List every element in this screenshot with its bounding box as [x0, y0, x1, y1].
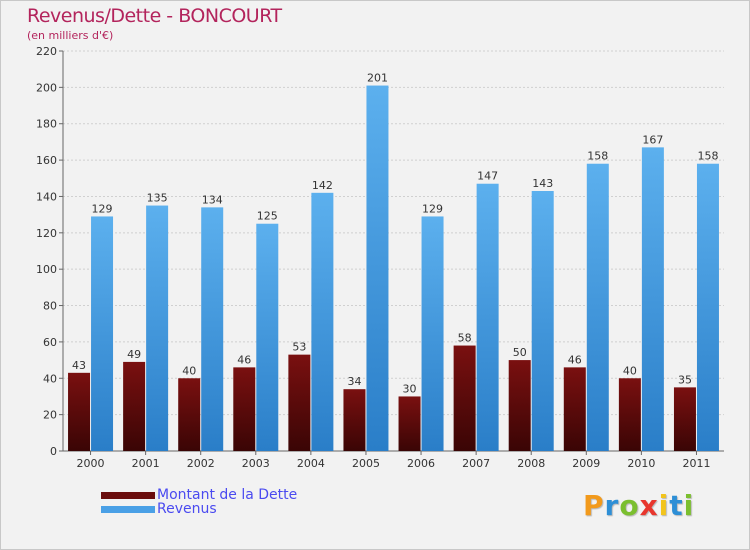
legend-swatch-revenus	[101, 505, 155, 513]
bar-dette	[233, 367, 256, 451]
data-label: 53	[292, 341, 306, 354]
y-tick-labels: 0 20 40 60 80 100 120 140 160 180 200 220	[36, 45, 57, 458]
data-label: 35	[678, 373, 692, 386]
data-label: 158	[697, 150, 718, 163]
logo-letter: r	[604, 489, 620, 522]
bar-revenus	[91, 216, 114, 451]
x-tick-label: 2008	[517, 457, 545, 470]
data-label: 129	[92, 202, 113, 215]
data-label: 129	[422, 202, 443, 215]
data-label: 50	[513, 346, 527, 359]
bar-revenus	[586, 163, 609, 451]
legend-label-dette: Montant de la Dette	[157, 487, 298, 503]
data-label: 34	[347, 375, 361, 388]
data-label: 143	[532, 177, 553, 190]
logo-letter: x	[639, 489, 659, 522]
bar-revenus	[201, 207, 224, 451]
bar-revenus	[531, 191, 554, 451]
logo-letter: P	[583, 489, 605, 522]
logo-letter: o	[619, 489, 640, 522]
x-tick-label: 2000	[77, 457, 105, 470]
data-label: 49	[127, 348, 141, 361]
x-tick-label: 2004	[297, 457, 325, 470]
data-label: 40	[182, 364, 196, 377]
bar-dette	[398, 396, 421, 451]
x-tick-label: 2003	[242, 457, 270, 470]
bar-dette	[68, 372, 91, 451]
y-tick-label: 160	[36, 154, 57, 167]
proxiti-logo: Proxiti	[583, 489, 694, 522]
bar-dette	[178, 378, 201, 451]
bar-revenus	[366, 85, 389, 451]
bar-revenus	[146, 205, 169, 451]
bar-revenus	[476, 183, 499, 451]
y-tick-label: 100	[36, 263, 57, 276]
data-labels: 43 129 49 135 40 134 46 125 53 142 34 201 30 129 58 147…	[72, 72, 718, 396]
data-label: 30	[403, 382, 417, 395]
y-tick-label: 80	[43, 300, 57, 313]
data-label: 134	[202, 193, 223, 206]
y-tick-label: 0	[50, 445, 57, 458]
logo-letter: i	[683, 489, 695, 522]
bar-dette	[618, 378, 641, 451]
x-tick-label: 2006	[407, 457, 435, 470]
data-label: 46	[568, 353, 582, 366]
y-tick-label: 40	[43, 372, 57, 385]
data-label: 158	[587, 150, 608, 163]
logo-letter: t	[669, 489, 684, 522]
x-tick-label: 2009	[572, 457, 600, 470]
y-tick-label: 120	[36, 227, 57, 240]
data-label: 46	[237, 353, 251, 366]
y-tick-label: 140	[36, 190, 57, 203]
legend-item-dette: Montant de la Dette	[101, 487, 297, 503]
data-label: 43	[72, 359, 86, 372]
data-label: 147	[477, 170, 498, 183]
plot-area	[63, 51, 724, 451]
data-label: 201	[367, 72, 388, 85]
logo-letter: i	[658, 489, 670, 522]
bar-revenus	[256, 223, 279, 451]
legend-swatch-dette	[101, 491, 155, 499]
chart-title: Revenus/Dette - BONCOURT	[27, 5, 282, 27]
y-tick-label: 220	[36, 45, 57, 58]
bar-dette	[288, 354, 311, 451]
x-tick-label: 2002	[187, 457, 215, 470]
bar-dette	[453, 345, 476, 451]
x-tick-label: 2010	[627, 457, 655, 470]
bar-revenus	[641, 147, 664, 451]
data-label: 135	[147, 192, 168, 205]
bar-revenus	[696, 163, 719, 451]
grid-lines	[63, 50, 724, 452]
x-tick-label: 2001	[132, 457, 160, 470]
bar-revenus	[311, 192, 334, 451]
data-label: 142	[312, 179, 333, 192]
bar-dette	[673, 387, 696, 451]
x-tick-label: 2011	[682, 457, 710, 470]
y-tick-label: 60	[43, 336, 57, 349]
bar-dette	[123, 361, 146, 451]
x-tick-label: 2005	[352, 457, 380, 470]
legend-item-revenus: Revenus	[101, 501, 217, 517]
y-tick-label: 180	[36, 118, 57, 131]
x-tick-label: 2007	[462, 457, 490, 470]
data-label: 125	[257, 210, 278, 223]
y-tick-label: 20	[43, 409, 57, 422]
chart-subtitle: (en milliers d'€)	[27, 29, 114, 42]
data-label: 167	[642, 133, 663, 146]
bar-dette	[563, 367, 586, 451]
y-tick-label: 200	[36, 81, 57, 94]
bar-revenus	[421, 216, 444, 451]
bar-dette	[508, 360, 531, 451]
bars	[68, 85, 719, 451]
legend-label-revenus: Revenus	[157, 501, 217, 517]
data-label: 40	[623, 364, 637, 377]
x-tick-labels: 2000 2001 2002 2003 2004 2005 2006 2007 2008 2009…	[77, 457, 711, 470]
data-label: 58	[458, 332, 472, 345]
axes	[59, 50, 724, 455]
bar-dette	[343, 389, 366, 451]
